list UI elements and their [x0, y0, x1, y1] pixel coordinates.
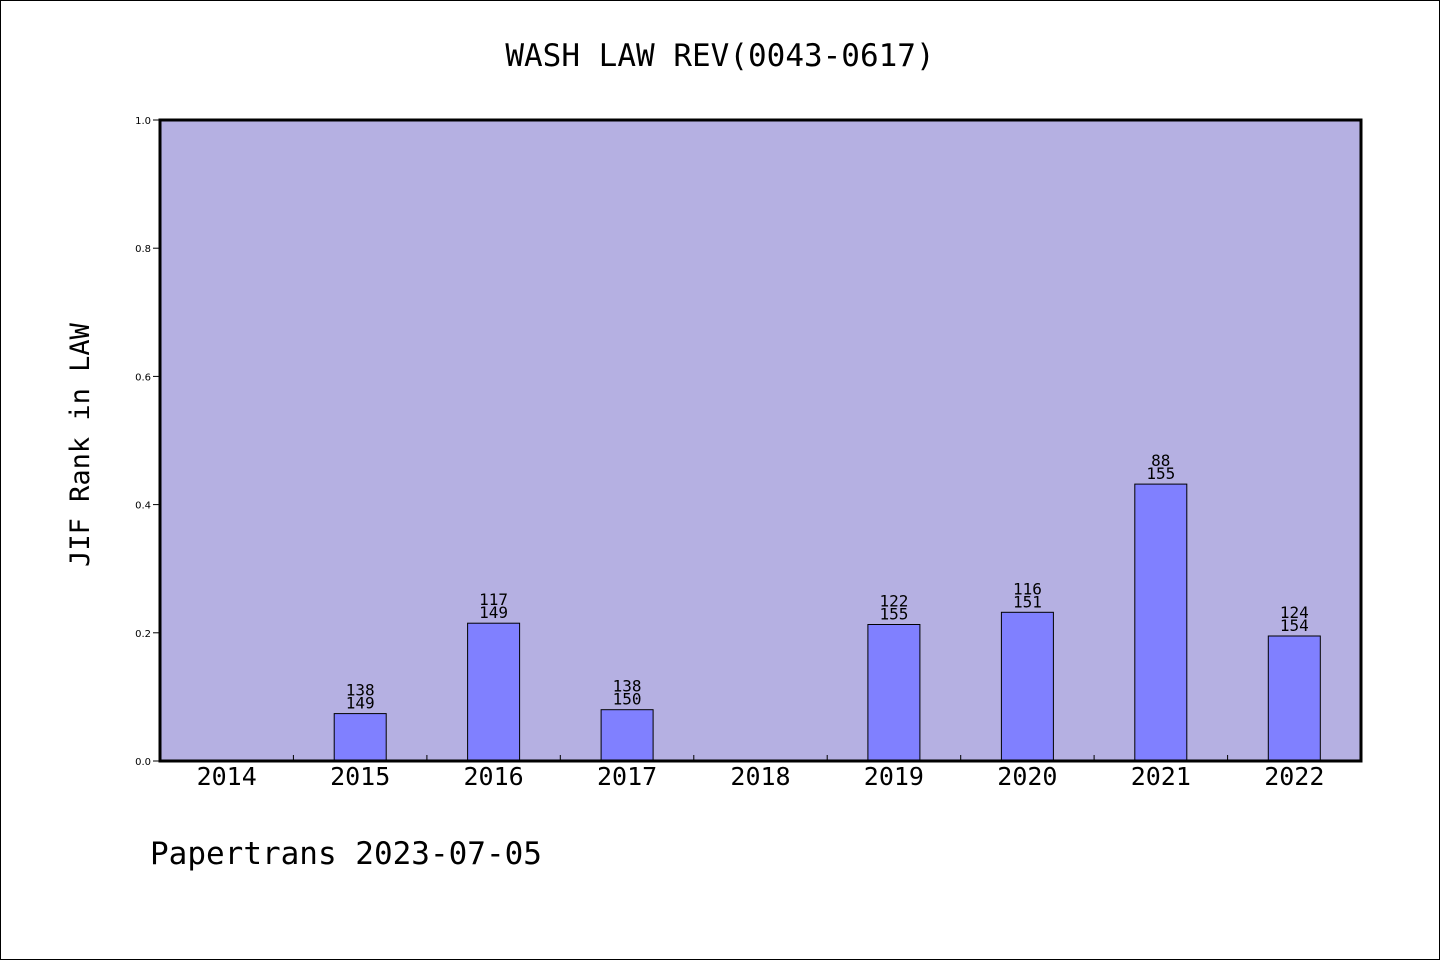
plot-border	[158, 118, 1363, 763]
y-tick-label: 0.6	[135, 372, 151, 383]
bar-labels-layer: 1381491171491381501221551161518815512415…	[346, 451, 1309, 712]
bar-2015	[333, 713, 387, 762]
bar-label-rank-2020: 116	[1013, 579, 1042, 598]
bar-label-rank-2022: 124	[1280, 603, 1309, 622]
y-axis-label: JIF Rank in LAW	[65, 322, 96, 567]
x-tick-label-2018: 2018	[730, 762, 790, 791]
x-tick-label-2015: 2015	[330, 762, 390, 791]
y-tick-label: 1.0	[135, 116, 151, 127]
y-tick-label: 0.8	[135, 244, 151, 255]
bar-label-total-2021: 155	[1146, 464, 1175, 483]
x-tick-label-2022: 2022	[1264, 762, 1324, 791]
bar-label-rank-2016: 117	[479, 590, 508, 609]
x-tick-label-2019: 2019	[864, 762, 924, 791]
bar-label-rank-2017: 138	[613, 677, 642, 696]
footer-text: Papertrans 2023-07-05	[150, 836, 542, 872]
bar-2019	[867, 624, 921, 762]
bar-2021	[1134, 483, 1188, 762]
x-tick-label-2020: 2020	[997, 762, 1057, 791]
bar-label-total-2022: 154	[1280, 616, 1309, 635]
bar-label-rank-2019: 122	[879, 592, 908, 611]
bars-layer	[333, 483, 1321, 762]
x-tick-label-2016: 2016	[463, 762, 523, 791]
bar-label-total-2019: 155	[879, 605, 908, 624]
bar-label-total-2016: 149	[479, 603, 508, 622]
bar-2022	[1267, 635, 1321, 762]
bar-2020	[1000, 611, 1054, 762]
x-tick-label-2017: 2017	[597, 762, 657, 791]
y-tick-label: 0.4	[135, 501, 151, 512]
y-axis: 0.0 0.2 0.4 0.6 0.8 1.0	[135, 116, 160, 768]
bar-2017	[600, 709, 654, 762]
y-tick-label: 0.2	[135, 629, 151, 640]
bar-label-total-2020: 151	[1013, 592, 1042, 611]
chart-title: WASH LAW REV(0043-0617)	[505, 38, 934, 74]
bar-2016	[467, 622, 521, 762]
bar-label-rank-2021: 88	[1151, 451, 1170, 470]
x-axis: 2014 2015 2016 2017 2018 2019 2020 2021 2022	[197, 755, 1324, 791]
bar-label-total-2015: 149	[346, 694, 375, 713]
bar-label-rank-2015: 138	[346, 681, 375, 700]
x-tick-label-2014: 2014	[197, 762, 257, 791]
y-tick-label: 0.0	[135, 757, 151, 768]
x-tick-label-2021: 2021	[1131, 762, 1191, 791]
bar-label-total-2017: 150	[613, 690, 642, 709]
